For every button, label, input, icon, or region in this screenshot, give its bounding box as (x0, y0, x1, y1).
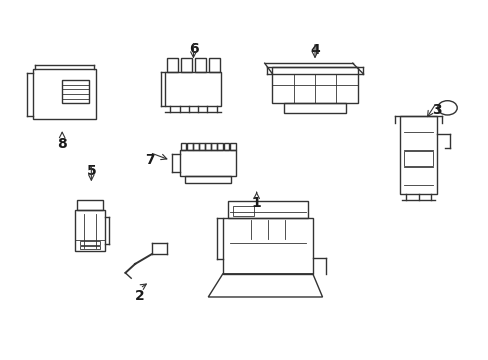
Bar (186, 143, 192, 150)
Text: 7: 7 (144, 153, 154, 167)
Bar (33, 69, 96, 119)
Bar (223, 219, 312, 274)
Bar (180, 150, 236, 176)
Bar (272, 67, 357, 103)
Text: 5: 5 (86, 164, 96, 178)
Bar (227, 201, 307, 219)
Text: 8: 8 (57, 136, 67, 150)
Bar (180, 143, 186, 150)
Bar (184, 176, 231, 183)
Bar (229, 143, 235, 150)
Text: 4: 4 (309, 42, 319, 57)
Bar (62, 80, 89, 103)
Bar (211, 143, 217, 150)
Bar (232, 206, 254, 216)
Bar (284, 103, 345, 113)
Bar (165, 72, 221, 106)
Bar (80, 246, 100, 249)
Bar (400, 116, 436, 194)
Bar (77, 200, 102, 210)
Bar (80, 241, 100, 245)
Text: 1: 1 (251, 196, 261, 210)
Bar (192, 143, 198, 150)
Text: 2: 2 (135, 289, 144, 303)
Bar (75, 210, 105, 251)
Bar (181, 58, 192, 72)
Bar (204, 143, 210, 150)
Bar (208, 58, 220, 72)
Bar (199, 143, 204, 150)
Text: 6: 6 (188, 41, 198, 55)
Bar (404, 152, 432, 166)
Bar (217, 143, 223, 150)
Bar (195, 58, 205, 72)
Bar (223, 143, 229, 150)
Text: 3: 3 (431, 103, 441, 117)
Bar (166, 58, 178, 72)
